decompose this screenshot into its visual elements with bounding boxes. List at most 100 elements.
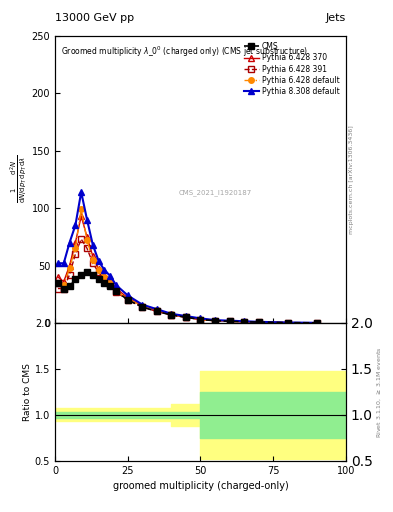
Pythia 6.428 391 bbox=[184, 314, 188, 321]
Pythia 6.428 391 bbox=[285, 319, 290, 326]
Pythia 8.308 default bbox=[213, 317, 217, 323]
Pythia 8.308 default bbox=[114, 282, 118, 288]
CMS bbox=[125, 297, 130, 303]
CMS bbox=[198, 316, 203, 323]
Pythia 6.428 default bbox=[198, 316, 203, 323]
Pythia 6.428 391 bbox=[90, 260, 95, 266]
Pythia 6.428 default bbox=[285, 319, 290, 326]
Pythia 6.428 391 bbox=[227, 318, 232, 324]
Pythia 8.308 default bbox=[154, 306, 159, 312]
Pythia 8.308 default bbox=[102, 267, 107, 273]
Pythia 6.428 391 bbox=[73, 251, 78, 257]
Pythia 6.428 391 bbox=[314, 320, 319, 326]
Pythia 6.428 default bbox=[55, 280, 60, 286]
CMS bbox=[227, 318, 232, 324]
Pythia 6.428 default bbox=[114, 288, 118, 294]
Pythia 6.428 default bbox=[73, 245, 78, 251]
Pythia 8.308 default bbox=[184, 313, 188, 319]
CMS bbox=[213, 317, 217, 324]
Pythia 6.428 370 bbox=[61, 279, 66, 285]
CMS bbox=[285, 319, 290, 326]
Pythia 6.428 default bbox=[108, 280, 113, 286]
Pythia 6.428 default bbox=[169, 311, 174, 317]
Pythia 6.428 391 bbox=[55, 286, 60, 292]
CMS bbox=[169, 312, 174, 318]
Pythia 8.308 default bbox=[108, 273, 113, 279]
Pythia 6.428 default bbox=[256, 319, 261, 325]
Line: Pythia 6.428 370: Pythia 6.428 370 bbox=[55, 214, 320, 326]
Pythia 6.428 391 bbox=[169, 312, 174, 318]
CMS bbox=[154, 308, 159, 314]
Pythia 6.428 391 bbox=[84, 245, 89, 251]
Pythia 6.428 391 bbox=[108, 282, 113, 288]
Pythia 6.428 370 bbox=[55, 274, 60, 280]
CMS bbox=[90, 272, 95, 278]
Pythia 6.428 391 bbox=[67, 272, 72, 278]
CMS bbox=[102, 280, 107, 286]
Pythia 6.428 370 bbox=[198, 316, 203, 323]
Pythia 6.428 370 bbox=[256, 319, 261, 325]
Pythia 6.428 370 bbox=[285, 319, 290, 326]
Pythia 6.428 370 bbox=[213, 317, 217, 324]
X-axis label: groomed multiplicity (charged-only): groomed multiplicity (charged-only) bbox=[112, 481, 288, 491]
Pythia 6.428 391 bbox=[79, 236, 84, 242]
Y-axis label: mcplots.cern.ch [arXiv:1306.3436]: mcplots.cern.ch [arXiv:1306.3436] bbox=[349, 125, 354, 234]
Pythia 6.428 370 bbox=[108, 278, 113, 284]
Y-axis label: $\frac{1}{\mathrm{d}N / \mathrm{d}p_T}\frac{\mathrm{d}^2 N}{\mathrm{d}p_T\,\math: $\frac{1}{\mathrm{d}N / \mathrm{d}p_T}\f… bbox=[8, 156, 29, 203]
CMS bbox=[96, 276, 101, 283]
Pythia 8.308 default bbox=[242, 318, 246, 324]
Line: Pythia 6.428 391: Pythia 6.428 391 bbox=[55, 237, 320, 326]
Pythia 8.308 default bbox=[73, 222, 78, 228]
Pythia 6.428 370 bbox=[184, 314, 188, 321]
Pythia 6.428 default bbox=[213, 317, 217, 324]
Pythia 6.428 default bbox=[184, 314, 188, 321]
CMS bbox=[79, 272, 84, 278]
Pythia 6.428 391 bbox=[198, 316, 203, 323]
Pythia 6.428 default bbox=[140, 303, 145, 309]
Pythia 6.428 391 bbox=[140, 304, 145, 310]
Pythia 6.428 default bbox=[314, 320, 319, 326]
Pythia 6.428 391 bbox=[213, 317, 217, 324]
Line: Pythia 6.428 default: Pythia 6.428 default bbox=[55, 206, 320, 326]
Pythia 6.428 370 bbox=[102, 273, 107, 279]
Pythia 6.428 391 bbox=[125, 297, 130, 303]
Line: CMS: CMS bbox=[55, 270, 320, 326]
Pythia 8.308 default bbox=[79, 189, 84, 195]
Pythia 6.428 default bbox=[90, 257, 95, 263]
CMS bbox=[256, 319, 261, 325]
Line: Pythia 8.308 default: Pythia 8.308 default bbox=[55, 189, 320, 326]
CMS bbox=[61, 286, 66, 292]
CMS bbox=[108, 283, 113, 289]
Pythia 8.308 default bbox=[84, 217, 89, 223]
CMS bbox=[55, 280, 60, 286]
Legend: CMS, Pythia 6.428 370, Pythia 6.428 391, Pythia 6.428 default, Pythia 8.308 defa: CMS, Pythia 6.428 370, Pythia 6.428 391,… bbox=[241, 39, 342, 98]
CMS bbox=[314, 320, 319, 326]
Pythia 6.428 370 bbox=[125, 294, 130, 301]
Pythia 6.428 391 bbox=[154, 308, 159, 314]
Pythia 6.428 370 bbox=[73, 240, 78, 246]
Pythia 6.428 default bbox=[96, 267, 101, 273]
Pythia 6.428 370 bbox=[114, 286, 118, 292]
Pythia 8.308 default bbox=[169, 311, 174, 317]
Pythia 6.428 391 bbox=[61, 286, 66, 292]
CMS bbox=[242, 319, 246, 325]
Pythia 8.308 default bbox=[67, 240, 72, 246]
Pythia 8.308 default bbox=[140, 302, 145, 308]
Pythia 6.428 default bbox=[84, 237, 89, 243]
Pythia 6.428 default bbox=[102, 274, 107, 280]
Pythia 6.428 370 bbox=[169, 312, 174, 318]
Pythia 6.428 370 bbox=[227, 318, 232, 324]
Pythia 6.428 370 bbox=[79, 213, 84, 219]
Pythia 6.428 370 bbox=[90, 253, 95, 260]
Pythia 6.428 391 bbox=[242, 319, 246, 325]
Pythia 6.428 default bbox=[125, 296, 130, 302]
Pythia 6.428 default bbox=[154, 307, 159, 313]
CMS bbox=[73, 276, 78, 283]
Pythia 8.308 default bbox=[285, 319, 290, 326]
Pythia 6.428 391 bbox=[256, 319, 261, 325]
Text: Groomed multiplicity $\lambda\_0^0$ (charged only) (CMS jet substructure): Groomed multiplicity $\lambda\_0^0$ (cha… bbox=[61, 45, 308, 59]
Pythia 8.308 default bbox=[90, 242, 95, 248]
Text: CMS_2021_I1920187: CMS_2021_I1920187 bbox=[178, 189, 252, 196]
Pythia 8.308 default bbox=[198, 315, 203, 322]
Pythia 6.428 391 bbox=[102, 276, 107, 283]
